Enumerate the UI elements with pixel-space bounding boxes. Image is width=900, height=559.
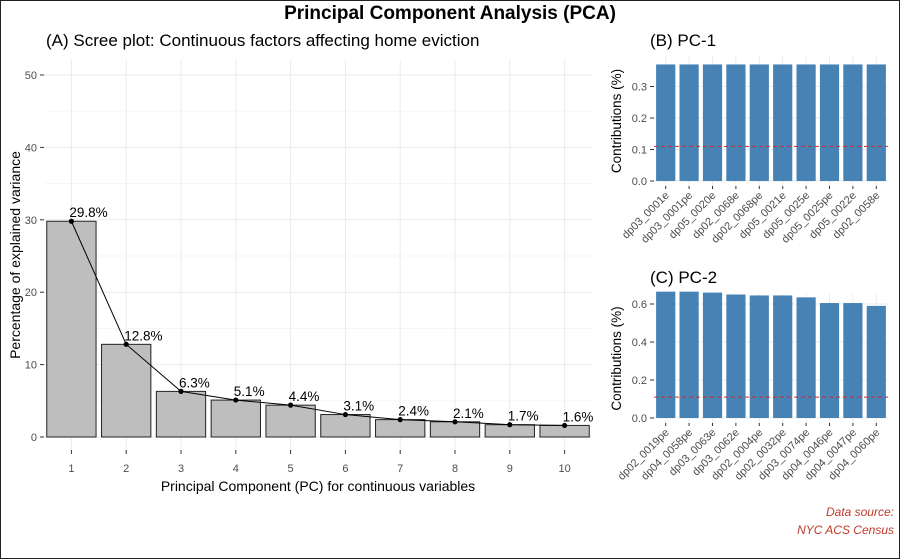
scree-bar [320,414,371,438]
scree-line [70,221,565,426]
main-title: Principal Component Analysis (PCA) [284,3,616,24]
pc1-title: (B) PC-1 [650,31,717,50]
scree-bar [101,343,152,438]
scree-x-tick-label: 9 [507,463,513,475]
pc2-y-tick-label: 0.2 [632,375,647,387]
scree-point [68,218,74,224]
pc2-bar [656,291,676,418]
scree-y-axis-title: Percentage of explained variance [7,151,23,359]
scree-x-tick-label: 8 [452,463,458,475]
scree-bar [46,220,97,438]
pc1-bar [656,64,676,181]
scree-point [507,422,513,428]
scree-data-label: 1.6% [563,409,594,424]
scree-point [178,388,184,394]
scree-point [397,417,403,423]
scree-data-label: 3.1% [343,399,374,414]
scree-data-label: 6.3% [179,375,210,390]
pc2-y-tick-label: 0.4 [632,337,647,349]
pc1-bar [843,64,863,181]
scree-y-tick-label: 0 [31,432,37,444]
scree-bar [375,419,426,438]
scree-y-tick-label: 40 [25,142,37,154]
scree-data-label: 29.8% [69,205,107,220]
scree-point [342,411,348,418]
pc1-y-tick-label: 0.3 [632,82,647,94]
pc1-bar [679,64,699,181]
pc2-y-tick-label: 0.0 [632,413,647,425]
scree-data-label: 1.7% [508,409,539,424]
scree-x-tick-label: 6 [342,463,348,475]
pc2-bar [749,295,769,418]
pc1-bar [702,64,723,181]
scree-point [562,422,568,429]
pc2-bar [866,305,886,418]
pc1-bar [866,64,886,181]
pc1-y-axis-title: Contributions (%) [609,69,624,173]
data-source-name: NYC ACS Census [797,523,894,537]
scree-point [123,341,129,347]
pc1-y-tick-label: 0.0 [632,176,647,188]
scree-bar [210,399,261,438]
pc1-bar [819,64,840,181]
pc1-bar [749,64,769,181]
scree-y-tick-label: 50 [25,70,37,82]
scree-y-tick-label: 30 [25,215,37,227]
pc2-title: (C) PC-2 [650,268,718,287]
pc1-y-tick-label: 0.1 [632,145,647,157]
pc2-bar [679,291,699,418]
scree-x-tick-label: 10 [558,463,570,475]
scree-data-label: 4.4% [289,389,320,404]
scree-data-label: 2.4% [398,404,429,419]
scree-data-label: 5.1% [234,384,265,399]
pc2-bar [819,303,840,418]
scree-x-tick-label: 2 [123,463,129,475]
scree-bar [265,404,316,438]
scree-data-label: 12.8% [124,328,162,343]
scree-data-label: 2.1% [453,406,484,421]
pc2-bar [796,297,816,418]
pc1-bar [796,64,816,181]
scree-x-tick-label: 5 [288,463,294,475]
pc1-y-tick-label: 0.2 [632,113,647,125]
scree-x-tick-label: 4 [233,463,239,475]
pc2-bar [843,303,863,418]
pc2-bar [773,295,793,418]
scree-point [452,419,458,425]
scree-x-tick-label: 3 [178,463,184,475]
scree-point [288,402,294,408]
scree-y-tick-label: 10 [25,360,37,372]
scree-point [233,397,239,403]
scree-x-tick-label: 1 [68,463,74,475]
pc1-bar [773,64,793,181]
pc2-bar [726,294,746,418]
scree-bar [155,390,207,438]
scree-y-tick-label: 20 [25,287,37,299]
pc2-y-axis-title: Contributions (%) [609,306,624,410]
scree-x-axis-title: Principal Component (PC) for continuous … [161,478,475,494]
pc2-bar [702,292,723,418]
pc1-bar [726,64,746,181]
scree-x-tick-label: 7 [397,463,403,475]
scree-plot-title: (A) Scree plot: Continuous factors affec… [46,31,480,50]
data-source-label: Data source: [825,505,894,519]
pc2-y-tick-label: 0.6 [632,299,647,311]
